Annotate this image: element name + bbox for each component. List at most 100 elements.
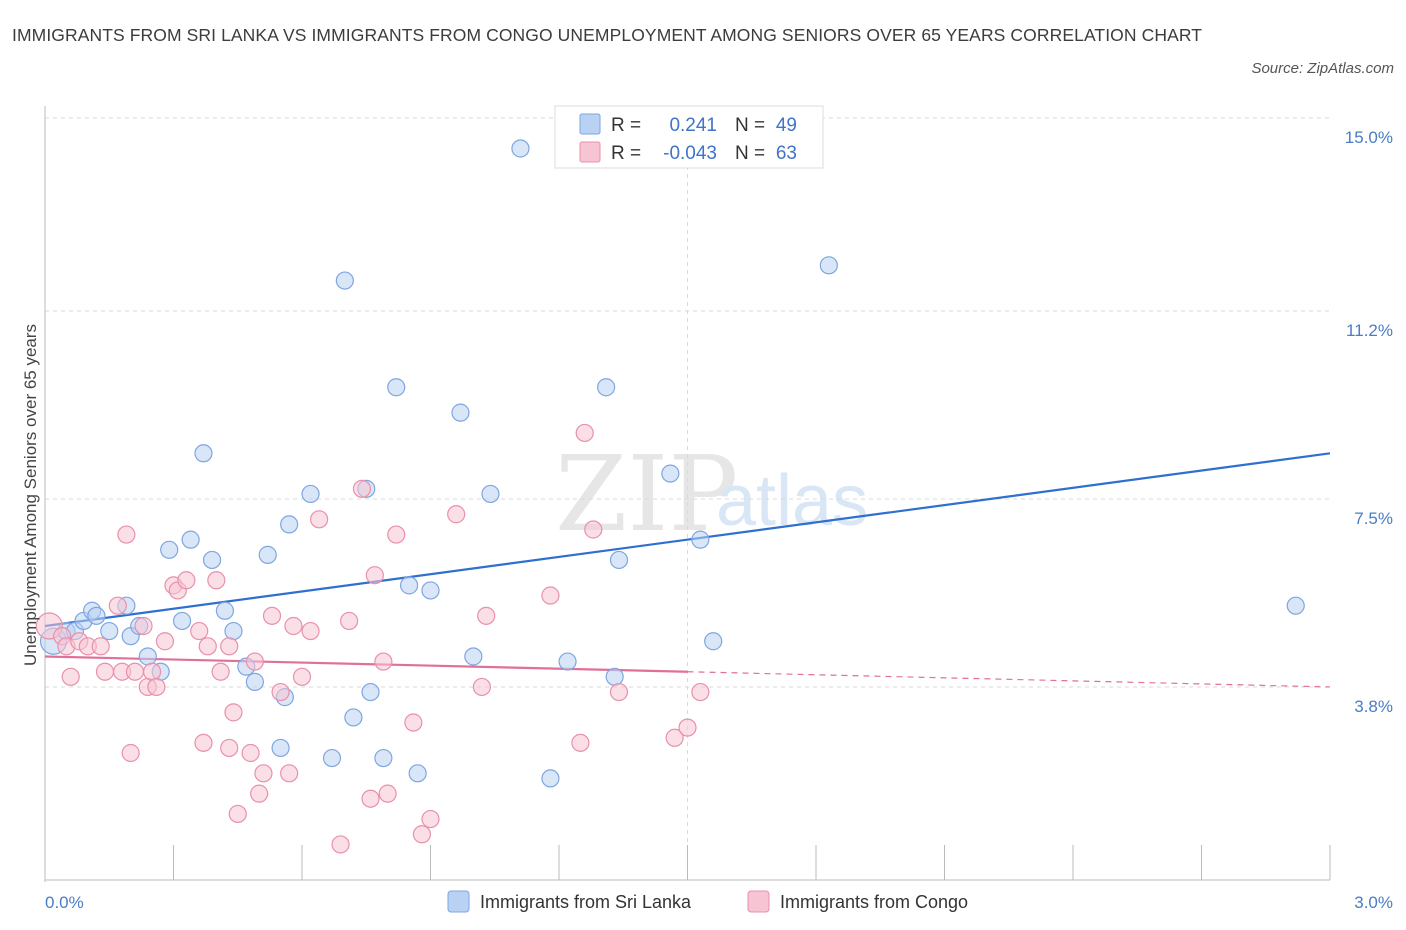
point-sri-lanka [387, 378, 406, 397]
point-congo [352, 479, 372, 498]
point-congo [310, 510, 329, 529]
point-sri-lanka [160, 540, 179, 559]
point-congo [61, 667, 80, 686]
legend-r-label-congo: R = [611, 143, 641, 164]
point-congo [224, 703, 243, 722]
point-congo [404, 713, 423, 732]
point-sri-lanka [481, 484, 500, 504]
point-congo [190, 621, 209, 641]
point-congo [541, 586, 560, 605]
y-axis-label: Unemployment Among Seniors over 65 years [21, 324, 40, 666]
point-congo [125, 662, 145, 681]
series-legend-swatch-congo [747, 890, 770, 913]
series-legend-swatch-sri-lanka [447, 890, 470, 913]
point-congo [387, 525, 406, 544]
legend-n-label-sri-lanka: N = [735, 115, 765, 136]
stats-legend: R = 0.241 N = 49 R = -0.043 N = 63 [554, 105, 824, 169]
point-sri-lanka [100, 621, 119, 641]
point-congo [220, 738, 239, 758]
watermark-atlas: atlas [716, 461, 868, 541]
point-congo [678, 718, 697, 737]
point-sri-lanka [301, 484, 320, 504]
series-legend-label-sri-lanka: Immigrants from Sri Lanka [480, 892, 692, 912]
point-congo [609, 682, 629, 702]
data-points [35, 139, 1305, 854]
y-tick-label: 3.8% [1354, 697, 1393, 716]
x-tick-label-min: 0.0% [45, 893, 84, 912]
point-congo [378, 784, 397, 803]
x-tick-label-max: 3.0% [1354, 893, 1393, 912]
point-congo [665, 728, 684, 747]
point-sri-lanka [541, 769, 560, 788]
point-congo [477, 606, 496, 625]
point-congo [117, 525, 136, 544]
point-congo [220, 637, 239, 656]
legend-swatch-congo [579, 141, 601, 163]
point-sri-lanka [87, 606, 106, 625]
point-congo [91, 637, 110, 656]
point-sri-lanka [609, 550, 629, 570]
point-congo [374, 652, 393, 671]
point-sri-lanka [181, 530, 200, 549]
point-congo [472, 677, 491, 697]
point-sri-lanka [374, 748, 393, 768]
legend-r-value-congo: -0.043 [663, 143, 717, 164]
point-sri-lanka [138, 647, 157, 666]
point-congo [284, 616, 303, 636]
point-sri-lanka [361, 682, 380, 702]
point-sri-lanka [215, 601, 234, 620]
point-sri-lanka [597, 378, 616, 397]
point-congo [292, 667, 312, 686]
point-congo [340, 611, 359, 631]
point-congo [691, 682, 710, 702]
source-label: Source: ZipAtlas.com [1251, 60, 1394, 77]
point-congo [95, 662, 115, 681]
grid-lines [45, 117, 1330, 880]
point-congo [241, 743, 260, 763]
point-congo [147, 677, 166, 697]
point-congo [412, 825, 432, 844]
point-congo [250, 784, 269, 803]
point-congo [198, 637, 217, 656]
point-sri-lanka [271, 738, 290, 758]
point-sri-lanka [202, 550, 222, 570]
trend-line-sri-lanka [44, 452, 1331, 628]
point-congo [211, 662, 230, 681]
point-congo [245, 652, 264, 671]
trend-line-congo-projected [687, 671, 1331, 688]
point-sri-lanka [194, 444, 213, 463]
legend-n-value-sri-lanka: 49 [776, 115, 797, 136]
point-sri-lanka [704, 632, 723, 651]
point-congo [301, 621, 320, 641]
legend-n-value-congo: 63 [776, 143, 797, 164]
point-sri-lanka [344, 708, 363, 727]
point-sri-lanka [819, 256, 838, 275]
point-congo [177, 571, 196, 590]
point-sri-lanka [280, 515, 299, 534]
point-congo [575, 423, 594, 443]
point-congo [365, 566, 384, 585]
point-sri-lanka [258, 545, 277, 564]
chart-title: IMMIGRANTS FROM SRI LANKA VS IMMIGRANTS … [12, 25, 1203, 45]
legend-n-label-congo: N = [735, 143, 765, 164]
legend-r-label-sri-lanka: R = [611, 115, 641, 136]
point-sri-lanka [245, 672, 264, 691]
point-congo [121, 743, 140, 763]
point-sri-lanka [451, 403, 470, 422]
y-tick-label: 7.5% [1354, 509, 1393, 528]
point-congo [194, 733, 213, 752]
point-sri-lanka [464, 647, 483, 666]
point-congo [155, 632, 175, 651]
point-congo [421, 809, 440, 829]
point-sri-lanka [322, 748, 342, 768]
y-tick-label: 15.0% [1345, 128, 1393, 147]
point-sri-lanka [605, 667, 624, 686]
series-legend: Immigrants from Sri Lanka Immigrants fro… [447, 890, 968, 913]
point-congo [571, 733, 590, 752]
point-congo [331, 835, 350, 854]
point-congo [262, 606, 282, 625]
point-sri-lanka [661, 464, 680, 483]
point-congo [228, 804, 247, 824]
point-sri-lanka [399, 576, 419, 595]
